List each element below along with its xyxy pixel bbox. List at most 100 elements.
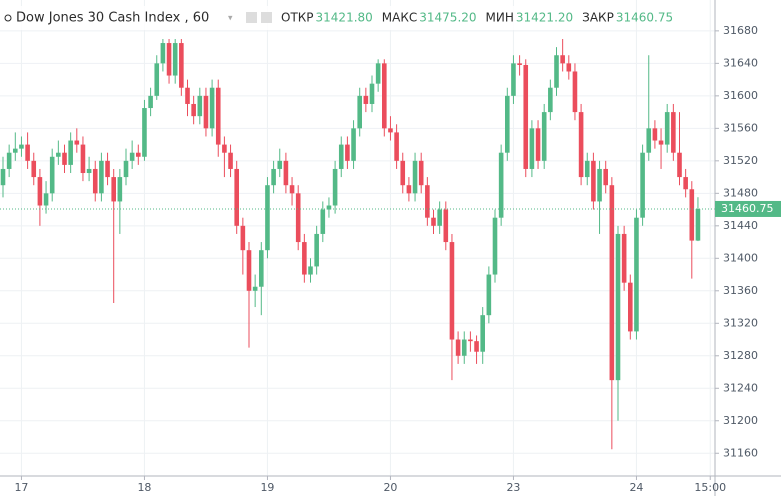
candle-body xyxy=(578,112,584,178)
x-tick-label: 24 xyxy=(629,481,643,494)
candle-body xyxy=(37,177,43,206)
candle-body xyxy=(6,152,12,169)
candle-body xyxy=(517,63,522,65)
candle-body xyxy=(382,63,387,129)
candle-body xyxy=(295,193,301,243)
candle-body xyxy=(498,152,504,218)
candle-body xyxy=(351,128,356,161)
y-tick-label: 31400 xyxy=(723,251,758,264)
y-tick-label: 31520 xyxy=(723,154,758,167)
candle-body xyxy=(505,95,510,153)
candle-body xyxy=(400,160,406,186)
candle-body xyxy=(99,160,104,194)
candle-body xyxy=(640,152,645,218)
axes: 31160 31200 31240 31280 31320 31360 31400 31440… xyxy=(14,24,781,494)
candle-body xyxy=(86,168,92,174)
legend-bg xyxy=(2,6,622,30)
candle-body xyxy=(345,144,350,161)
x-tick-label: 23 xyxy=(506,481,520,494)
stat-value: 31475.20 xyxy=(419,11,476,25)
candle-body xyxy=(584,160,590,178)
candle-body xyxy=(603,168,608,186)
x-tick-label: 20 xyxy=(383,481,397,494)
candle-body xyxy=(418,160,424,186)
candle-body xyxy=(320,209,326,234)
candle-body xyxy=(215,87,221,145)
candle-body xyxy=(302,242,307,275)
candle-body xyxy=(19,144,24,149)
candle-body xyxy=(74,140,80,145)
candle-body xyxy=(431,217,436,226)
candle-body xyxy=(474,341,479,352)
y-tick-label: 31440 xyxy=(723,219,758,232)
candle-body xyxy=(49,156,55,194)
candle-body xyxy=(105,160,110,178)
candle-body xyxy=(609,185,615,381)
candle-body xyxy=(197,95,203,117)
y-tick-label: 31360 xyxy=(723,284,758,297)
x-tick-label: 15:00 xyxy=(694,481,726,494)
candle-body xyxy=(92,168,98,194)
y-tick-label: 31280 xyxy=(723,349,758,362)
y-tick-label: 31560 xyxy=(723,121,758,134)
x-tick-label: 17 xyxy=(14,481,28,494)
ohlc-stats: ОТКР 31421.80 МАКС 31475.20 МИН 31421.20 ЗАКР 3… xyxy=(281,11,673,25)
candle-body xyxy=(511,63,516,96)
candle-body xyxy=(111,177,116,202)
candle-body xyxy=(621,233,627,283)
candle-body xyxy=(615,233,621,381)
y-tick-label: 31680 xyxy=(723,24,758,37)
candle-body xyxy=(535,128,541,161)
stat-value: 31421.20 xyxy=(516,11,573,25)
last-price-tag xyxy=(715,200,781,217)
stat-label: МИН xyxy=(486,11,514,25)
candle-body xyxy=(664,112,670,145)
candle-body xyxy=(658,140,664,145)
candle-body xyxy=(652,128,658,141)
candle-body xyxy=(461,339,467,356)
y-tick-label: 31600 xyxy=(723,89,758,102)
candle-body xyxy=(13,148,18,153)
candle-body xyxy=(117,177,123,202)
candle-body xyxy=(179,43,184,88)
candle-body xyxy=(628,282,633,332)
candle-body xyxy=(160,43,166,64)
candle-body xyxy=(259,250,264,287)
candle-body xyxy=(332,168,338,206)
candle-body xyxy=(406,185,412,194)
candle-body xyxy=(388,128,393,133)
dropdown-icon[interactable]: ▾ xyxy=(228,14,233,24)
candle-body xyxy=(142,108,147,157)
candle-body xyxy=(203,95,209,129)
y-tick-label: 31640 xyxy=(723,56,758,69)
candle-body xyxy=(689,189,695,241)
y-tick-label: 31320 xyxy=(723,316,758,329)
x-tick-label: 18 xyxy=(137,481,151,494)
stat-value: 31421.80 xyxy=(316,11,373,25)
candle-body xyxy=(437,209,442,226)
candle-body xyxy=(228,152,233,169)
candle-body xyxy=(523,64,529,169)
candle-body xyxy=(252,286,258,291)
candle-body xyxy=(289,185,295,194)
candle-body xyxy=(375,63,381,84)
stat-value: 31460.75 xyxy=(616,11,673,25)
stat-label: МАКС xyxy=(382,11,417,25)
candle-body xyxy=(548,87,553,113)
settings-icon[interactable] xyxy=(261,12,272,23)
candle-body xyxy=(492,217,498,275)
candle-body xyxy=(480,315,485,352)
hide-icon[interactable] xyxy=(246,12,257,23)
candle-body xyxy=(191,103,196,117)
candle-body xyxy=(62,152,67,165)
candle-body xyxy=(308,266,313,275)
candle-body xyxy=(486,274,492,316)
candle-body xyxy=(572,71,578,113)
candle-body xyxy=(677,152,682,178)
candle-body xyxy=(271,168,276,186)
candle-body xyxy=(443,209,449,243)
candle-body xyxy=(172,43,178,76)
candle-body xyxy=(56,152,61,157)
candle-body xyxy=(283,160,289,186)
